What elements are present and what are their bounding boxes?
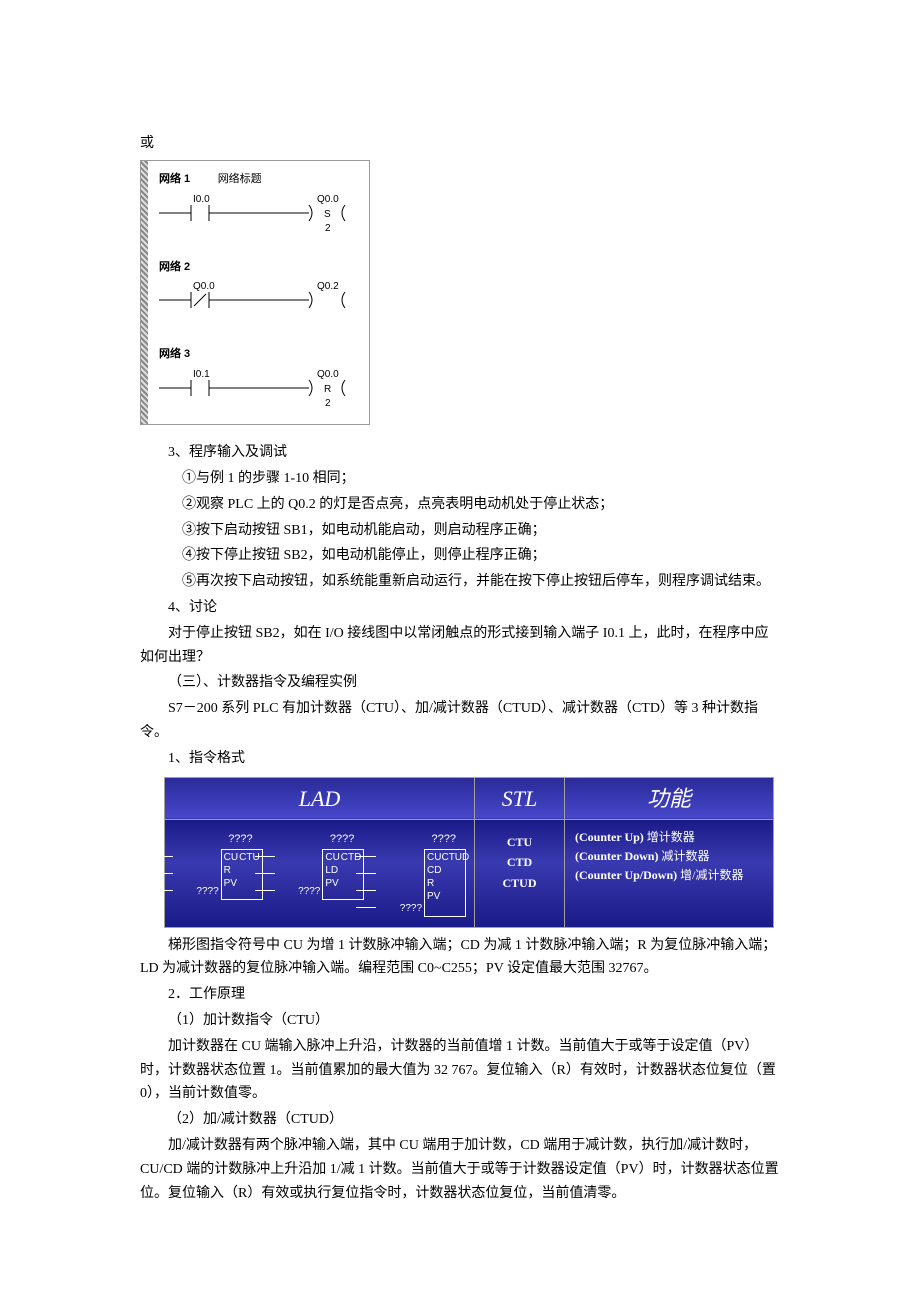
ctud-r1: CU [427,851,441,864]
sec3-step4: ④按下停止按钮 SB2，如电动机能停止，则停止程序正确； [140,544,780,568]
sec3-title: 3、程序输入及调试 [140,441,780,465]
ctd-r1: CU [325,851,339,864]
ctu-type: CTU [239,851,260,864]
work-p2b: 加/减计数器有两个脉冲输入端，其中 CU 端用于加计数，CD 端用于减计数，执行… [140,1134,780,1205]
ctud-r3: R [427,877,463,890]
work-p2h: （2）加/减计数器（CTUD） [140,1108,780,1132]
stl-l2: CTD [483,852,556,872]
sec3-step1: ①与例 1 的步骤 1-10 相同； [140,467,780,491]
secC-title: （三）、计数器指令及编程实例 [140,671,780,695]
ctu-r2: R [224,864,260,877]
rung-svg [159,278,369,318]
ctu-r1: CU [224,851,238,864]
th-func: 功能 [565,777,774,819]
func-l2a: (Counter Down) [575,849,661,863]
sec3-step2: ②观察 PLC 上的 Q0.2 的灯是否点亮，点亮表明电动机处于停止状态； [140,493,780,517]
sec3-step3: ③按下启动按钮 SB1，如电动机能启动，则启动程序正确； [140,519,780,543]
rung-svg [159,191,369,231]
ladder-net-2: 网络 2 Q0.0 Q0.2 [151,249,369,337]
secC-intro: S7－200 系列 PLC 有加计数器（CTU）、加/减计数器（CTUD）、减计… [140,697,780,745]
th-stl: STL [475,777,565,819]
ctd-q: ???? [275,830,365,849]
lad-cell: ???? ???? CUCTU R PV [165,819,475,927]
ladder-net-1: 网络 1 网络标题 I0.0 Q0.0 S 2 [151,161,369,249]
lad-ctu: ???? ???? CUCTU R PV [173,830,263,900]
ctud-r2: CD [427,864,463,877]
func-l1b: 增计数器 [647,830,695,844]
func-l3b: 增/减计数器 [680,868,743,882]
func-l1a: (Counter Up) [575,830,647,844]
work-title: 2．工作原理 [140,983,780,1007]
net1-label: 网络 1 [159,173,190,185]
lad-ctd: ???? ???? CUCTD LD PV [275,830,365,900]
ctu-r3: PV [224,877,260,890]
func-l2b: 减计数器 [661,849,709,863]
counter-table: LAD STL 功能 ???? ???? CUCTU [164,777,774,928]
intro-or: 或 [140,132,780,156]
net1-title: 网络标题 [218,173,262,185]
ladder-net-3: 网络 3 I0.1 Q0.0 R 2 [151,336,369,424]
net3-label: 网络 3 [159,348,190,360]
func-cell: (Counter Up) 增计数器 (Counter Down) 减计数器 (C… [565,819,774,927]
work-p1b: 加计数器在 CU 端输入脉冲上升沿，计数器的当前值增 1 计数。当前值大于或等于… [140,1035,780,1106]
ctd-type: CTD [341,851,362,864]
stl-l3: CTUD [483,873,556,893]
ctud-type: CTUD [441,851,469,864]
secC-fmt: 1、指令格式 [140,747,780,771]
stl-cell: CTU CTD CTUD [475,819,565,927]
stl-l1: CTU [483,832,556,852]
rung-svg [159,366,369,406]
ctud-r4: PV [427,890,463,903]
ctd-q2: ???? [275,883,321,900]
work-p1h: （1）加计数指令（CTU） [140,1009,780,1033]
ctud-q2: ???? [376,900,422,917]
func-l3a: (Counter Up/Down) [575,868,680,882]
ctud-q: ???? [376,830,466,849]
ctd-r2: LD [325,864,361,877]
ctu-q2: ???? [173,883,219,900]
ctu-q: ???? [173,830,263,849]
net2-label: 网络 2 [159,261,190,273]
lad-ctud: ???? ???? CUCTUD CD R PV [376,830,466,917]
sec4-body: 对于停止按钮 SB2，如在 I/O 接线图中以常闭触点的形式接到输入端子 I0.… [140,622,780,670]
after-table: 梯形图指令符号中 CU 为增 1 计数脉冲输入端；CD 为减 1 计数脉冲输入端… [140,934,780,982]
sec3-step5: ⑤再次按下启动按钮，如系统能重新启动运行，并能在按下停止按钮后停车，则程序调试结… [140,570,780,594]
sec4-title: 4、讨论 [140,596,780,620]
th-lad: LAD [165,777,475,819]
ladder-diagram: 网络 1 网络标题 I0.0 Q0.0 S 2 网络 2 Q0.0 Q0.2 [140,160,370,425]
ctd-r3: PV [325,877,361,890]
